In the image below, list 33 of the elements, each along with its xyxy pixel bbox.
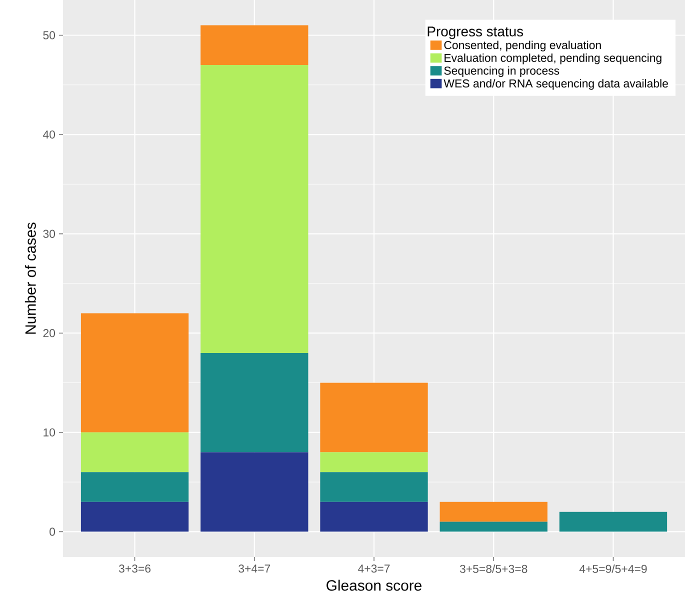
x-tick-label: 3+5=8/5+3=8 [460,564,528,573]
legend-title: Progress status [428,26,524,40]
bar [80,432,189,472]
bar [80,313,189,432]
y-tick-label: 50 [43,31,56,40]
y-tick-label: 0 [50,528,56,536]
x-tick-label: 3+3=6 [118,564,151,573]
bar [320,472,428,502]
bar [200,452,308,532]
bar [440,502,548,522]
y-axis-title: Number of cases [24,222,36,334]
bar [200,65,308,353]
bar [200,352,308,452]
legend-label: Sequencing in process [444,66,560,77]
y-tick-label: 30 [43,230,56,238]
x-axis-title: Gleason score [326,580,422,591]
bar [320,452,428,472]
legend-label: Evaluation completed, pending sequencing [444,54,662,64]
bar [200,25,308,66]
legend-label: Consented, pending evaluation [444,40,601,52]
legend-label: WES and/or RNA sequencing data available [444,79,668,90]
bar [440,522,548,532]
bar [559,512,668,532]
x-tick-label: 4+5=9/5+4=9 [579,564,647,573]
y-tick-label: 10 [44,428,56,436]
bar [320,382,428,452]
y-tick-label: 20 [43,329,56,338]
x-tick-label: 3+4=7 [238,564,270,573]
x-tick-label: 4+3=7 [358,564,390,573]
bar [320,502,428,532]
bar [80,502,189,532]
bar [80,472,189,502]
y-tick-label: 40 [43,130,56,139]
